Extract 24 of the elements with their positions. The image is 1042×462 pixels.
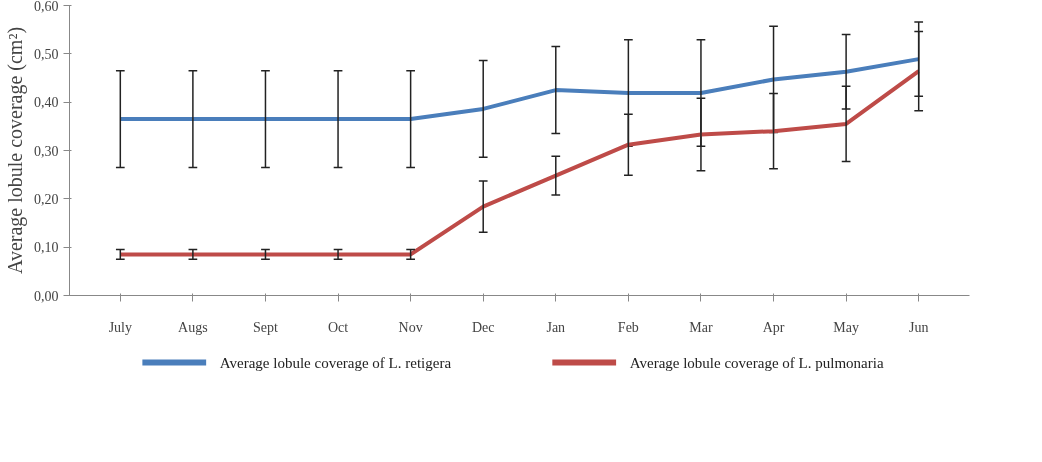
line-series <box>118 57 921 122</box>
x-tick-label: July <box>108 319 132 335</box>
y-tick-label: 0,30 <box>34 143 59 159</box>
x-tick-label: Augs <box>178 319 208 335</box>
x-tick-label: Dec <box>471 319 495 335</box>
x-tick-label: Mar <box>689 319 713 335</box>
x-tick-label: Oct <box>327 319 349 335</box>
y-tick-label: 0,40 <box>34 95 59 111</box>
y-axis-title: Average lobule coverage (cm²) <box>4 26 27 275</box>
x-tick-label: Feb <box>617 319 639 335</box>
x-tick-label: Sept <box>253 319 279 335</box>
line-series <box>118 69 921 257</box>
x-tick-label: Apr <box>762 319 785 335</box>
y-tick-label: 0,20 <box>34 191 59 207</box>
x-tick-label: May <box>833 319 859 335</box>
y-tick-label: 0,60 <box>34 0 59 14</box>
y-tick-label: 0,10 <box>34 240 59 256</box>
legend-label: Average lobule coverage of L. retigera <box>219 354 452 371</box>
legend-label: Average lobule coverage of L. pulmonaria <box>629 354 884 371</box>
x-tick-label: Jan <box>546 319 566 335</box>
x-tick-label: Jun <box>908 319 929 335</box>
y-tick-label: 0,00 <box>34 288 59 304</box>
y-tick-label: 0,50 <box>34 46 59 62</box>
x-tick-label: Nov <box>398 319 423 335</box>
